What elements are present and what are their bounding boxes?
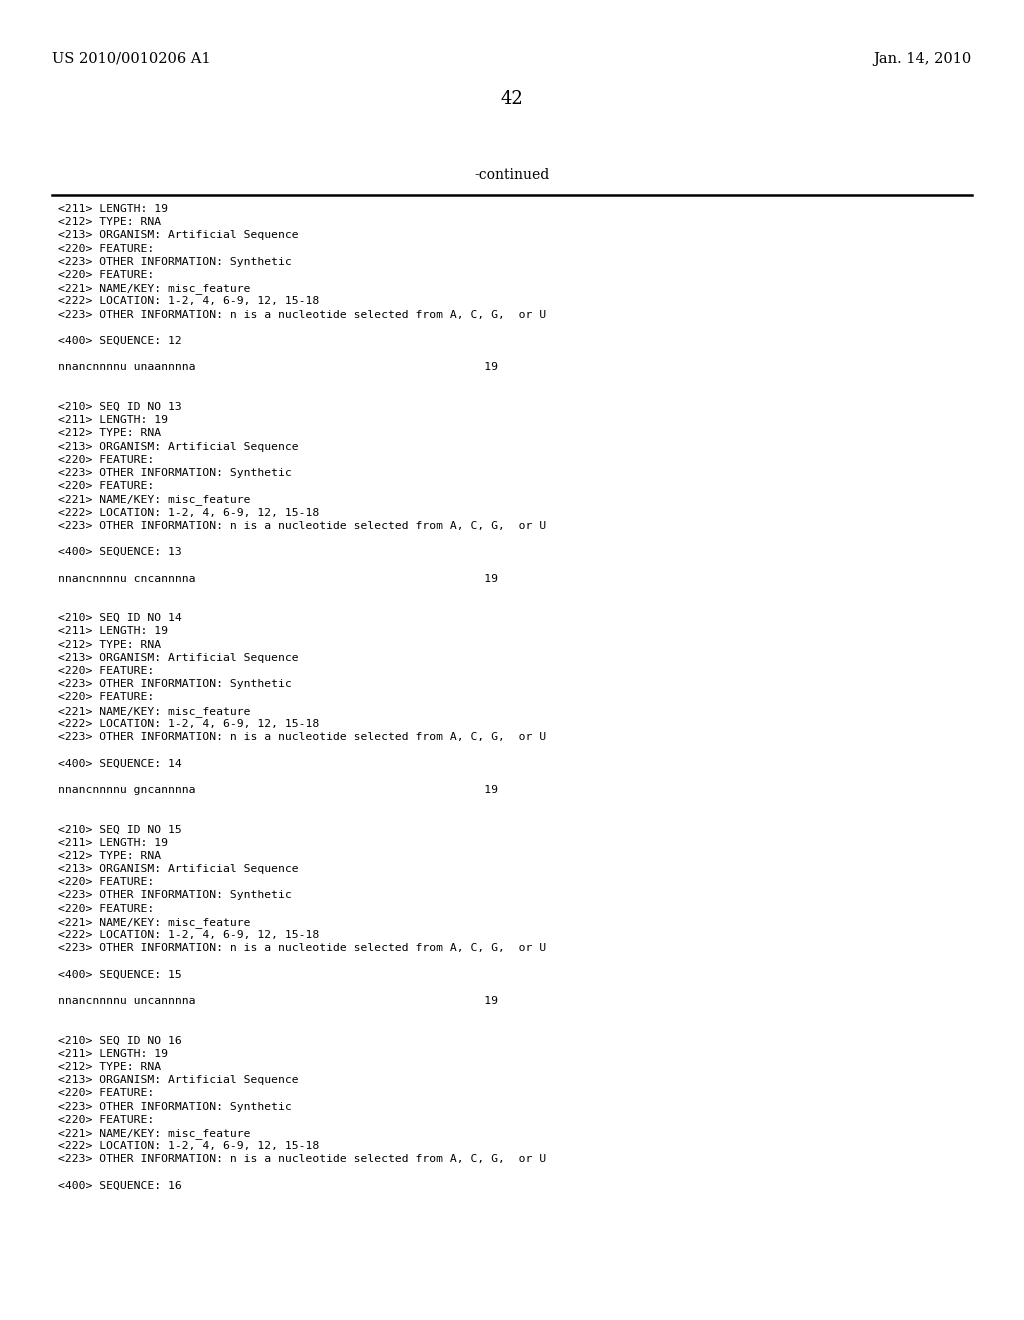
Text: <223> OTHER INFORMATION: Synthetic: <223> OTHER INFORMATION: Synthetic [58,891,292,900]
Text: <211> LENGTH: 19: <211> LENGTH: 19 [58,627,168,636]
Text: <220> FEATURE:: <220> FEATURE: [58,667,155,676]
Text: <223> OTHER INFORMATION: n is a nucleotide selected from A, C, G,  or U: <223> OTHER INFORMATION: n is a nucleoti… [58,521,546,531]
Text: <213> ORGANISM: Artificial Sequence: <213> ORGANISM: Artificial Sequence [58,653,299,663]
Text: <220> FEATURE:: <220> FEATURE: [58,271,155,280]
Text: US 2010/0010206 A1: US 2010/0010206 A1 [52,51,211,66]
Text: <210> SEQ ID NO 16: <210> SEQ ID NO 16 [58,1036,181,1045]
Text: <212> TYPE: RNA: <212> TYPE: RNA [58,851,161,861]
Text: <400> SEQUENCE: 14: <400> SEQUENCE: 14 [58,759,181,768]
Text: <220> FEATURE:: <220> FEATURE: [58,878,155,887]
Text: <400> SEQUENCE: 12: <400> SEQUENCE: 12 [58,337,181,346]
Text: <220> FEATURE:: <220> FEATURE: [58,482,155,491]
Text: <213> ORGANISM: Artificial Sequence: <213> ORGANISM: Artificial Sequence [58,442,299,451]
Text: <223> OTHER INFORMATION: n is a nucleotide selected from A, C, G,  or U: <223> OTHER INFORMATION: n is a nucleoti… [58,733,546,742]
Text: <221> NAME/KEY: misc_feature: <221> NAME/KEY: misc_feature [58,495,251,506]
Text: <222> LOCATION: 1-2, 4, 6-9, 12, 15-18: <222> LOCATION: 1-2, 4, 6-9, 12, 15-18 [58,931,319,940]
Text: nnancnnnnu cncannnna                                          19: nnancnnnnu cncannnna 19 [58,574,498,583]
Text: <222> LOCATION: 1-2, 4, 6-9, 12, 15-18: <222> LOCATION: 1-2, 4, 6-9, 12, 15-18 [58,719,319,729]
Text: <222> LOCATION: 1-2, 4, 6-9, 12, 15-18: <222> LOCATION: 1-2, 4, 6-9, 12, 15-18 [58,297,319,306]
Text: <222> LOCATION: 1-2, 4, 6-9, 12, 15-18: <222> LOCATION: 1-2, 4, 6-9, 12, 15-18 [58,1142,319,1151]
Text: <213> ORGANISM: Artificial Sequence: <213> ORGANISM: Artificial Sequence [58,865,299,874]
Text: <223> OTHER INFORMATION: n is a nucleotide selected from A, C, G,  or U: <223> OTHER INFORMATION: n is a nucleoti… [58,1155,546,1164]
Text: <400> SEQUENCE: 13: <400> SEQUENCE: 13 [58,548,181,557]
Text: <223> OTHER INFORMATION: Synthetic: <223> OTHER INFORMATION: Synthetic [58,680,292,689]
Text: <210> SEQ ID NO 15: <210> SEQ ID NO 15 [58,825,181,834]
Text: <223> OTHER INFORMATION: n is a nucleotide selected from A, C, G,  or U: <223> OTHER INFORMATION: n is a nucleoti… [58,944,546,953]
Text: <213> ORGANISM: Artificial Sequence: <213> ORGANISM: Artificial Sequence [58,231,299,240]
Text: <223> OTHER INFORMATION: Synthetic: <223> OTHER INFORMATION: Synthetic [58,469,292,478]
Text: 42: 42 [501,90,523,108]
Text: <220> FEATURE:: <220> FEATURE: [58,1089,155,1098]
Text: <212> TYPE: RNA: <212> TYPE: RNA [58,640,161,649]
Text: <221> NAME/KEY: misc_feature: <221> NAME/KEY: misc_feature [58,284,251,294]
Text: <220> FEATURE:: <220> FEATURE: [58,244,155,253]
Text: <210> SEQ ID NO 14: <210> SEQ ID NO 14 [58,614,181,623]
Text: <223> OTHER INFORMATION: Synthetic: <223> OTHER INFORMATION: Synthetic [58,1102,292,1111]
Text: <221> NAME/KEY: misc_feature: <221> NAME/KEY: misc_feature [58,706,251,717]
Text: <212> TYPE: RNA: <212> TYPE: RNA [58,429,161,438]
Text: <211> LENGTH: 19: <211> LENGTH: 19 [58,416,168,425]
Text: <211> LENGTH: 19: <211> LENGTH: 19 [58,205,168,214]
Text: <212> TYPE: RNA: <212> TYPE: RNA [58,218,161,227]
Text: <210> SEQ ID NO 13: <210> SEQ ID NO 13 [58,403,181,412]
Text: <223> OTHER INFORMATION: n is a nucleotide selected from A, C, G,  or U: <223> OTHER INFORMATION: n is a nucleoti… [58,310,546,319]
Text: nnancnnnnu unaannnna                                          19: nnancnnnnu unaannnna 19 [58,363,498,372]
Text: <223> OTHER INFORMATION: Synthetic: <223> OTHER INFORMATION: Synthetic [58,257,292,267]
Text: nnancnnnnu uncannnna                                          19: nnancnnnnu uncannnna 19 [58,997,498,1006]
Text: <400> SEQUENCE: 16: <400> SEQUENCE: 16 [58,1181,181,1191]
Text: -continued: -continued [474,168,550,182]
Text: <213> ORGANISM: Artificial Sequence: <213> ORGANISM: Artificial Sequence [58,1076,299,1085]
Text: <220> FEATURE:: <220> FEATURE: [58,904,155,913]
Text: nnancnnnnu gncannnna                                          19: nnancnnnnu gncannnna 19 [58,785,498,795]
Text: <220> FEATURE:: <220> FEATURE: [58,1115,155,1125]
Text: <212> TYPE: RNA: <212> TYPE: RNA [58,1063,161,1072]
Text: <221> NAME/KEY: misc_feature: <221> NAME/KEY: misc_feature [58,1129,251,1139]
Text: <220> FEATURE:: <220> FEATURE: [58,455,155,465]
Text: <220> FEATURE:: <220> FEATURE: [58,693,155,702]
Text: <211> LENGTH: 19: <211> LENGTH: 19 [58,838,168,847]
Text: <211> LENGTH: 19: <211> LENGTH: 19 [58,1049,168,1059]
Text: <222> LOCATION: 1-2, 4, 6-9, 12, 15-18: <222> LOCATION: 1-2, 4, 6-9, 12, 15-18 [58,508,319,517]
Text: <400> SEQUENCE: 15: <400> SEQUENCE: 15 [58,970,181,979]
Text: <221> NAME/KEY: misc_feature: <221> NAME/KEY: misc_feature [58,917,251,928]
Text: Jan. 14, 2010: Jan. 14, 2010 [873,51,972,66]
